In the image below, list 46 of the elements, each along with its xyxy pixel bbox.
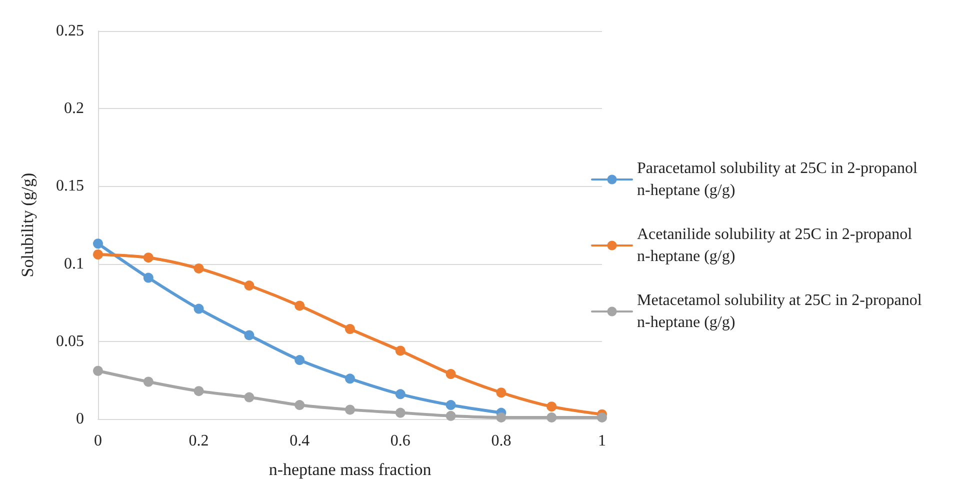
y-tick-label: 0.25 xyxy=(56,22,84,40)
point xyxy=(345,374,355,384)
y-tick-label: 0 xyxy=(76,410,84,428)
point xyxy=(294,400,305,410)
point xyxy=(244,330,254,340)
x-tick-label: 0.6 xyxy=(390,432,410,450)
point xyxy=(446,410,456,421)
x-tick-label: 0.2 xyxy=(188,432,209,450)
point xyxy=(395,346,406,356)
y-tick-label: 0.05 xyxy=(56,332,84,350)
point xyxy=(446,368,456,379)
point xyxy=(446,400,456,410)
point xyxy=(546,412,557,422)
point xyxy=(143,272,154,283)
point xyxy=(244,280,254,291)
point xyxy=(395,408,406,418)
point xyxy=(194,386,204,396)
point xyxy=(244,392,254,402)
y-tick-label: 0.1 xyxy=(64,255,84,272)
point xyxy=(143,252,154,263)
y-tick-label: 0.2 xyxy=(64,100,84,118)
point xyxy=(93,238,103,249)
point xyxy=(93,366,103,376)
point xyxy=(345,324,355,334)
point xyxy=(294,300,305,311)
legend-label: Paracetamol solubility at 25C in 2-propanol n-heptane (g/g) xyxy=(637,160,922,199)
point xyxy=(194,304,204,314)
point xyxy=(546,402,557,412)
legend-label: Acetanilide solubility at 25C in 2-propanol n-heptane (g/g) xyxy=(637,226,916,265)
x-tick-label: 0 xyxy=(94,432,102,450)
y-axis-title: Solubility (g/g) xyxy=(18,172,37,278)
point xyxy=(143,376,154,387)
x-tick-label: 0.8 xyxy=(491,432,512,450)
legend-label: Metacetamol solubility at 25C in 2-propanol n-heptane (g/g) xyxy=(637,292,926,331)
point xyxy=(194,263,204,274)
x-tick-label: 0.4 xyxy=(290,432,310,450)
point xyxy=(597,412,607,422)
point xyxy=(496,388,506,398)
x-axis-title: n-heptane mass fraction xyxy=(268,460,432,479)
point xyxy=(294,355,305,366)
y-tick-label: 0.15 xyxy=(56,178,84,195)
x-tick-label: 1 xyxy=(598,432,606,450)
point xyxy=(345,404,355,415)
point xyxy=(496,412,506,422)
point xyxy=(93,249,103,260)
point xyxy=(395,389,406,400)
